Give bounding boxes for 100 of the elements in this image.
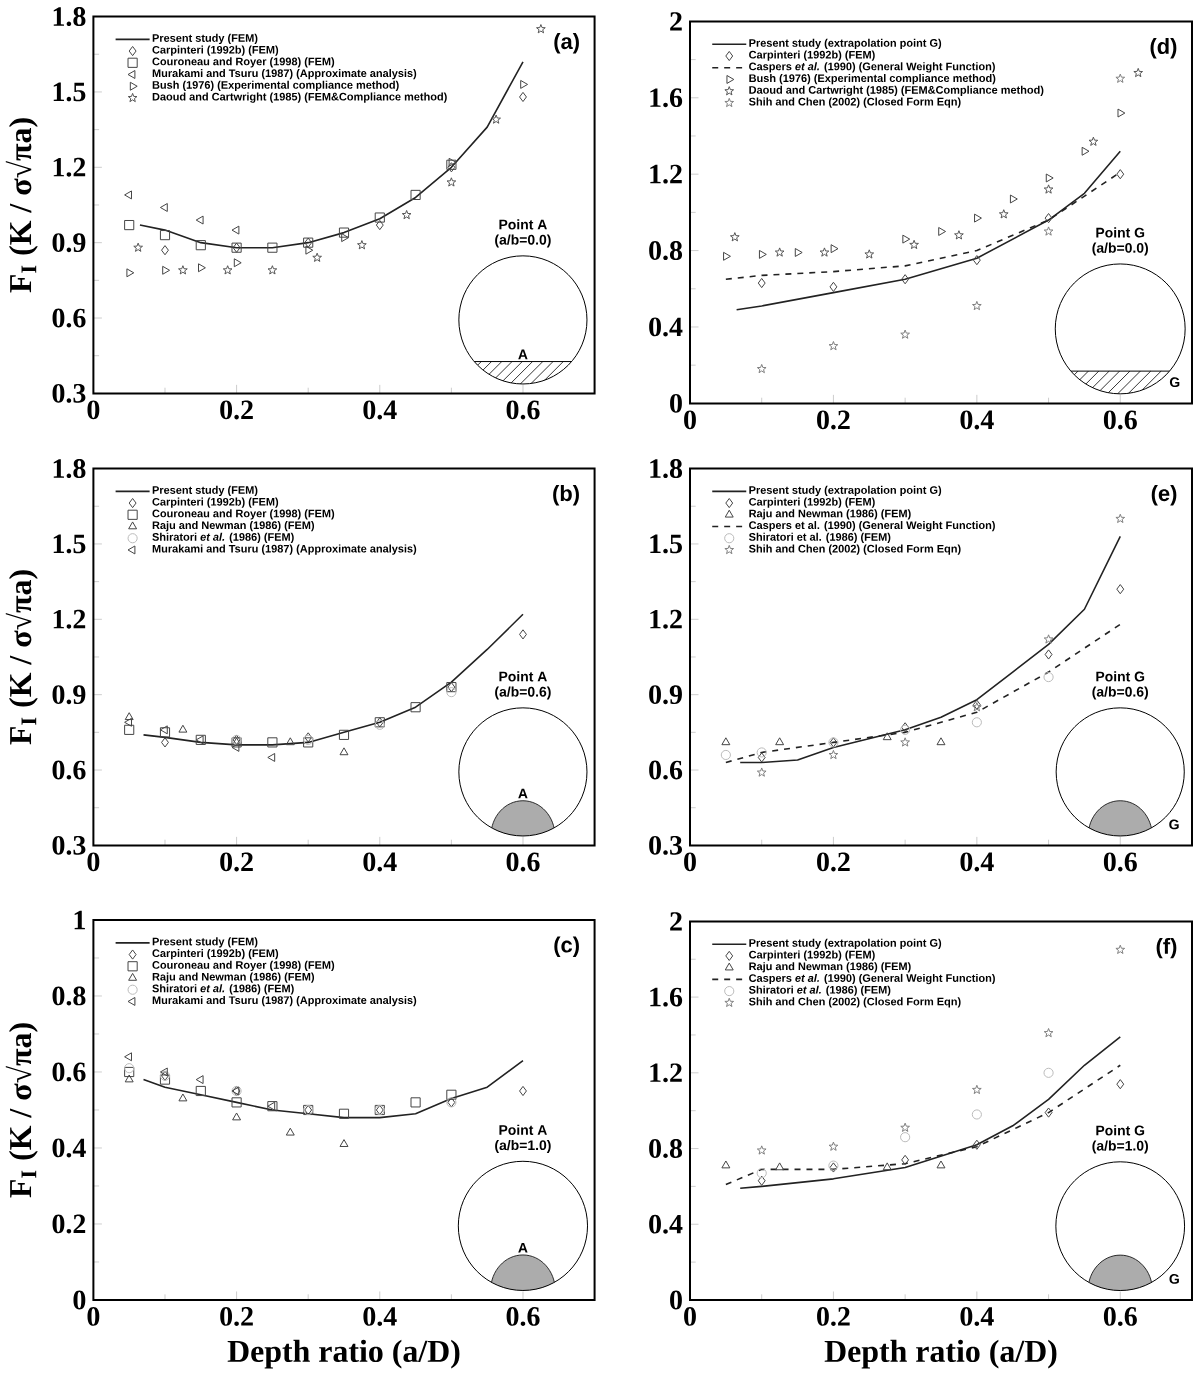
y-tick-label: 0.3 (649, 835, 683, 855)
point (267, 752, 276, 762)
point (126, 268, 135, 278)
point (375, 219, 384, 231)
y-tick-label: 0.6 (649, 760, 683, 780)
point (312, 252, 322, 262)
point (446, 177, 457, 187)
point (819, 247, 830, 257)
point (267, 737, 278, 748)
point (195, 215, 204, 225)
point (756, 1168, 767, 1179)
y-tick-label: 2 (670, 912, 682, 931)
point (410, 1097, 421, 1108)
y-tick-label: 1.2 (53, 609, 86, 629)
point (491, 114, 501, 124)
point (954, 230, 964, 240)
point (178, 1093, 188, 1102)
point (124, 1052, 132, 1062)
point (974, 213, 982, 223)
annotation: (d) (1150, 37, 1177, 59)
point (198, 263, 206, 273)
point (159, 230, 171, 241)
y-tick-label: 0.8 (649, 241, 683, 261)
x-tick-label: 0 (87, 1307, 100, 1326)
point (882, 732, 892, 741)
point (1043, 1027, 1054, 1038)
point (902, 234, 911, 244)
point (909, 239, 919, 250)
y-tick-label: 1.5 (650, 534, 682, 554)
x-tick-label: 0.6 (506, 1307, 540, 1326)
y-tick-label: 0.3 (52, 835, 86, 855)
point (178, 265, 188, 275)
x-tick-label: 0.6 (1103, 1307, 1137, 1326)
y-tick-label: 1.2 (650, 1063, 682, 1083)
point (758, 249, 767, 259)
point (1115, 73, 1126, 83)
point (124, 724, 135, 735)
y-tick-label: 0.4 (649, 317, 683, 337)
point (1117, 108, 1126, 118)
point (267, 265, 278, 275)
x-tick-label: 0.4 (363, 1307, 397, 1326)
point (757, 752, 766, 763)
point (357, 240, 367, 250)
annotation: (a) (554, 33, 579, 54)
point (410, 189, 421, 201)
point (721, 1160, 731, 1169)
point (830, 244, 839, 254)
y-axis-title: F$_{I}$ (K / σ√πa) (5, 570, 38, 745)
point (1116, 1079, 1125, 1090)
y-tick-label: 0.6 (52, 760, 86, 780)
line-series (142, 1059, 524, 1119)
y-tick-label: 0.9 (649, 685, 682, 705)
y-tick-label: 1.6 (650, 987, 683, 1007)
y-tick-label: 0.8 (649, 1139, 683, 1159)
point (723, 251, 731, 261)
point (195, 1075, 204, 1085)
y-axis-title: F$_{I}$ (K / σ√πa) (5, 1023, 38, 1198)
y-tick-label: 1.8 (53, 7, 86, 27)
point (936, 737, 946, 746)
point (124, 1074, 134, 1083)
y-tick-label: 2 (670, 12, 682, 31)
point (1133, 67, 1144, 78)
y-tick-label: 1.2 (650, 609, 682, 629)
point (829, 281, 838, 292)
point (757, 1175, 766, 1186)
point (720, 749, 731, 761)
y-tick-label: 1.2 (53, 157, 86, 177)
x-tick-label: 0.4 (960, 852, 994, 872)
point (828, 341, 839, 351)
point (972, 255, 981, 266)
point (178, 724, 188, 733)
x-tick-label: 0.4 (960, 410, 994, 430)
x-tick-label: 0.6 (506, 852, 540, 872)
point (520, 79, 529, 89)
x-tick-label: 0.4 (363, 852, 397, 872)
point (195, 1085, 206, 1097)
point (1043, 184, 1054, 194)
point (972, 1139, 981, 1150)
annotation: (e) (1151, 485, 1177, 506)
point (374, 212, 385, 223)
point (900, 737, 910, 747)
point (231, 1097, 242, 1108)
x-tick-label: 0 (684, 1307, 696, 1326)
x-tick-label: 0.6 (1103, 410, 1137, 430)
point (1043, 671, 1054, 683)
point (267, 242, 278, 253)
annotation: (f) (1156, 937, 1177, 959)
x-tick-label: 0.4 (960, 1307, 994, 1326)
point (159, 203, 168, 212)
point (756, 1145, 767, 1155)
x-tick-label: 0 (684, 852, 696, 872)
point (972, 1084, 982, 1095)
point (124, 712, 134, 721)
point (998, 209, 1009, 219)
y-tick-label: 0.4 (649, 1214, 683, 1234)
x-tick-label: 0.2 (817, 852, 850, 872)
x-axis-title: Depth ratio (a/D) (824, 1339, 1057, 1369)
point (1116, 584, 1125, 595)
point (756, 363, 767, 374)
y-tick-label: 1.2 (650, 164, 682, 184)
